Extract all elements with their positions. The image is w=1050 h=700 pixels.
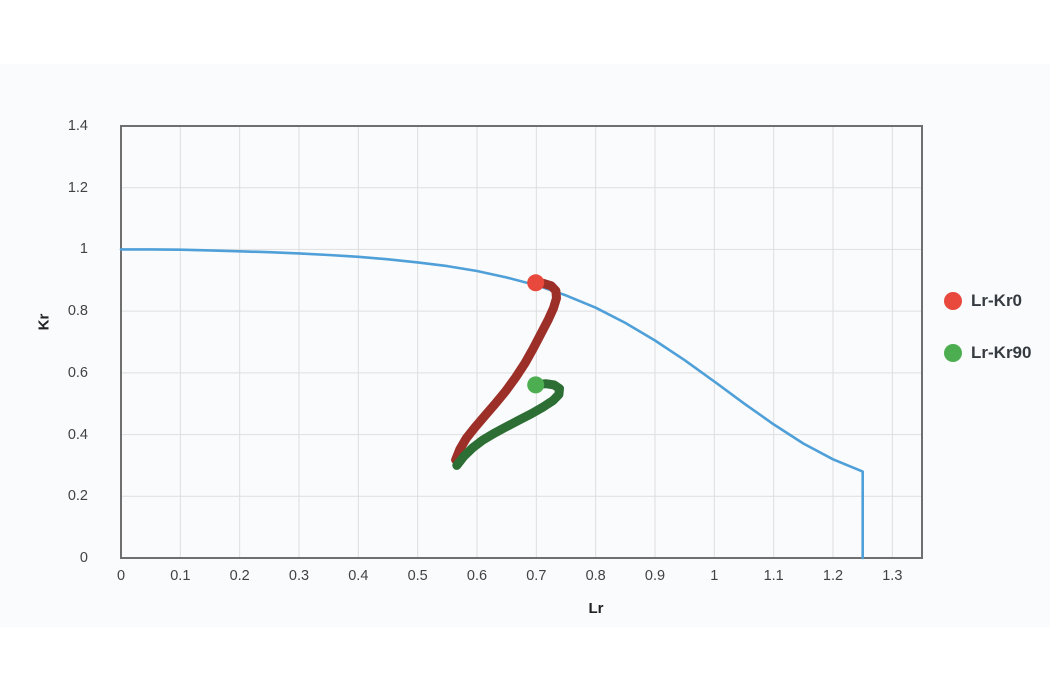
y-tick-label-0.6: 0.6	[67, 364, 88, 381]
legend-label-lr-kr90: Lr-Kr90	[971, 343, 1032, 362]
x-tick-label-0.9: 0.9	[644, 568, 666, 584]
x-axis-title: Lr	[588, 600, 604, 617]
legend-item-lr-kr0[interactable]: Lr-Kr0	[944, 290, 1031, 312]
y-axis-title: Kr	[35, 313, 53, 331]
legend: Lr-Kr0 Lr-Kr90	[944, 290, 1031, 394]
x-tick-label-1.1: 1.1	[763, 568, 784, 584]
x-tick-label-0.5: 0.5	[407, 568, 428, 584]
legend-item-lr-kr90[interactable]: Lr-Kr90	[944, 342, 1031, 364]
series-line-Lr-Kr90	[452, 379, 564, 470]
series-line-fad-limit-curve	[119, 248, 865, 560]
x-tick-label-1: 1	[710, 568, 719, 584]
legend-marker-circle-lr-kr0	[944, 292, 962, 310]
x-tick-label-0.6: 0.6	[466, 568, 488, 584]
x-tick-label-1.2: 1.2	[822, 568, 844, 584]
x-tick-label-0.3: 0.3	[288, 568, 310, 584]
y-tick-label-0: 0	[79, 550, 88, 566]
legend-marker-circle-lr-kr90	[944, 344, 962, 362]
y-tick-label-0.8: 0.8	[67, 303, 88, 320]
y-tick-label-0.2: 0.2	[67, 488, 88, 505]
y-tick-label-1.2: 1.2	[67, 179, 88, 196]
x-tick-label-1.3: 1.3	[882, 568, 903, 584]
endpoint-marker-Lr-Kr0	[527, 274, 545, 292]
plot-border	[120, 125, 923, 559]
x-tick-label-0.4: 0.4	[348, 568, 369, 584]
y-tick-label-1.4: 1.4	[67, 118, 88, 134]
x-tick-label-0.7: 0.7	[526, 568, 547, 584]
x-tick-label-0: 0	[116, 568, 126, 584]
legend-label-lr-kr0: Lr-Kr0	[971, 291, 1023, 310]
series-line-Lr-Kr0	[451, 278, 561, 465]
x-tick-label-0.1: 0.1	[170, 568, 191, 584]
chart-panel	[0, 64, 1050, 627]
y-tick-label-0.4: 0.4	[67, 426, 88, 443]
endpoint-marker-Lr-Kr90	[527, 376, 545, 394]
x-tick-label-0.2: 0.2	[229, 568, 250, 584]
x-tick-label-0.8: 0.8	[585, 568, 606, 584]
y-tick-label-1: 1	[79, 241, 88, 258]
